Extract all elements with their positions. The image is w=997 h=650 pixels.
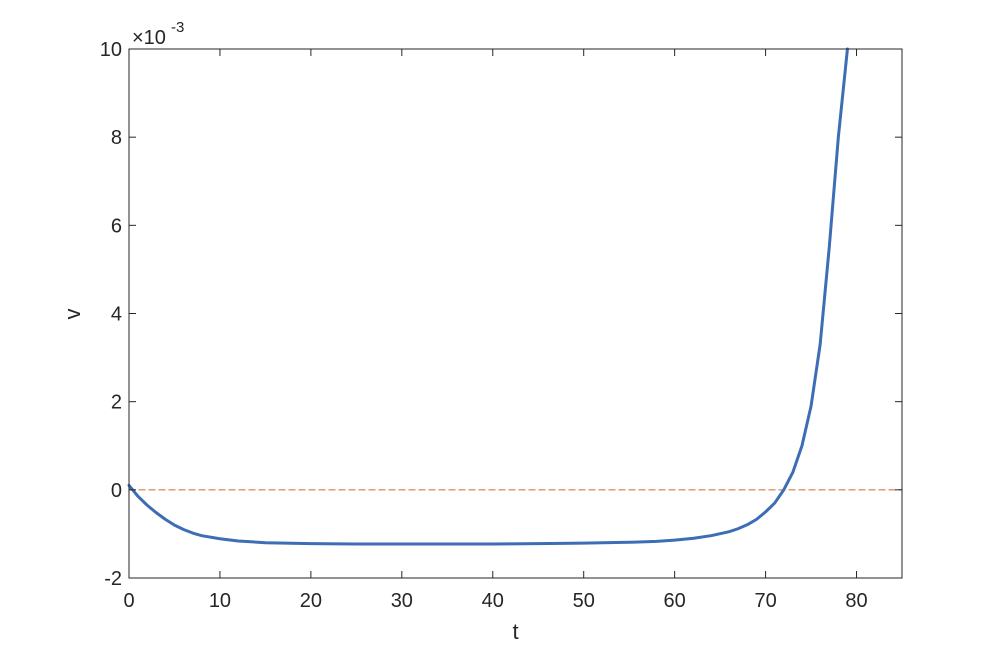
x-tick-label: 30: [391, 590, 413, 612]
y-tick-label: 8: [111, 127, 122, 149]
x-tick-label: 70: [754, 590, 776, 612]
y-tick-label: 0: [111, 480, 122, 502]
y-tick-label: 6: [111, 215, 122, 237]
y-axis-label: v: [60, 309, 85, 320]
x-tick-label: 50: [573, 590, 595, 612]
y-tick-label: 2: [111, 392, 122, 414]
y-tick-label: 4: [111, 304, 122, 326]
x-tick-label: 80: [845, 590, 867, 612]
x-axis-label: t: [512, 619, 518, 644]
tick-marks: [128, 48, 902, 579]
y-tick-label: -2: [104, 568, 122, 590]
x-tick-label: 10: [209, 590, 231, 612]
series-line-0: [127, 47, 849, 546]
x-tick-label: 40: [482, 590, 504, 612]
y-exponent-label: ×10 -3: [132, 19, 184, 49]
y-exponent-power: -3: [171, 19, 184, 36]
x-tick-label: 20: [300, 590, 322, 612]
plot-series: [127, 47, 903, 546]
y-exponent-base: ×10: [132, 27, 166, 49]
x-tick-label: 0: [123, 590, 134, 612]
plot-frame: [128, 48, 903, 579]
y-tick-label: 10: [100, 39, 122, 61]
x-tick-label: 60: [664, 590, 686, 612]
